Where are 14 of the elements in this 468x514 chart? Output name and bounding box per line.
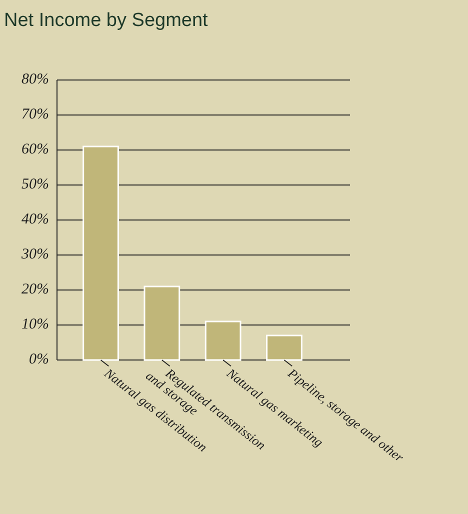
- bar: [144, 286, 180, 361]
- chart-title: Net Income by Segment: [4, 10, 209, 31]
- y-tick-label: 70%: [22, 106, 49, 122]
- y-tick-label: 50%: [22, 176, 49, 192]
- bar: [82, 146, 119, 361]
- y-tick-label: 80%: [22, 71, 49, 88]
- y-tick-label: 40%: [22, 211, 49, 228]
- bar: [266, 334, 302, 361]
- y-tick-label: 20%: [22, 281, 49, 298]
- y-tick-label: 10%: [22, 316, 49, 332]
- y-tick-label: 30%: [20, 246, 49, 262]
- bar: [204, 320, 242, 361]
- y-tick-label: 0%: [29, 351, 49, 368]
- y-tick-label: 60%: [22, 141, 49, 158]
